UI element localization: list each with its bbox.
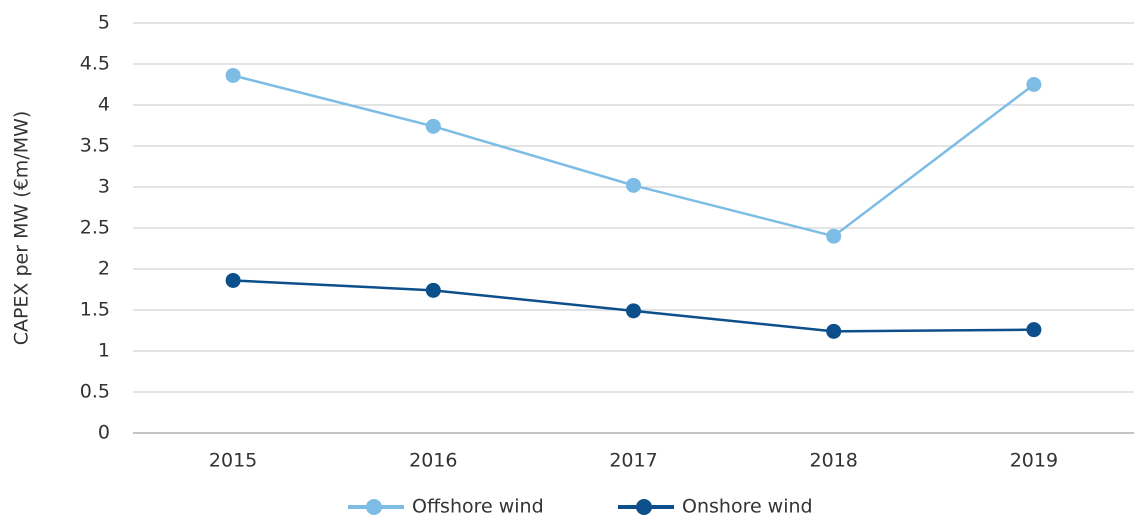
y-tick-label: 2 xyxy=(98,258,110,280)
y-tick-label: 0.5 xyxy=(80,381,110,403)
x-tick-label: 2017 xyxy=(609,450,657,472)
legend-marker xyxy=(366,499,382,515)
data-point xyxy=(826,228,842,244)
y-tick-label: 1 xyxy=(98,340,110,362)
data-point xyxy=(425,118,441,134)
y-tick-label: 4 xyxy=(98,94,110,116)
y-tick-label: 3.5 xyxy=(80,135,110,157)
data-point xyxy=(425,282,441,298)
y-tick-label: 5 xyxy=(98,12,110,34)
data-point xyxy=(826,323,842,339)
data-point xyxy=(1026,322,1042,338)
y-tick-label: 2.5 xyxy=(80,217,110,239)
data-point xyxy=(225,67,241,83)
x-tick-label: 2016 xyxy=(409,450,457,472)
series-line xyxy=(232,74,1035,238)
x-tick-label: 2015 xyxy=(209,450,257,472)
data-point xyxy=(626,177,641,193)
legend-marker xyxy=(636,499,652,515)
data-point xyxy=(626,303,641,319)
x-tick-label: 2019 xyxy=(1010,450,1058,472)
y-tick-label: 3 xyxy=(98,176,110,198)
data-point xyxy=(225,272,241,288)
y-axis-label: CAPEX per MW (€m/MW) xyxy=(11,111,33,346)
x-tick-label: 2018 xyxy=(810,450,858,472)
legend-label: Onshore wind xyxy=(682,496,813,518)
legend-label: Offshore wind xyxy=(412,496,544,518)
y-tick-label: 4.5 xyxy=(80,53,110,75)
y-tick-label: 1.5 xyxy=(80,299,110,321)
data-point xyxy=(1026,77,1042,92)
y-tick-label: 0 xyxy=(98,422,110,444)
